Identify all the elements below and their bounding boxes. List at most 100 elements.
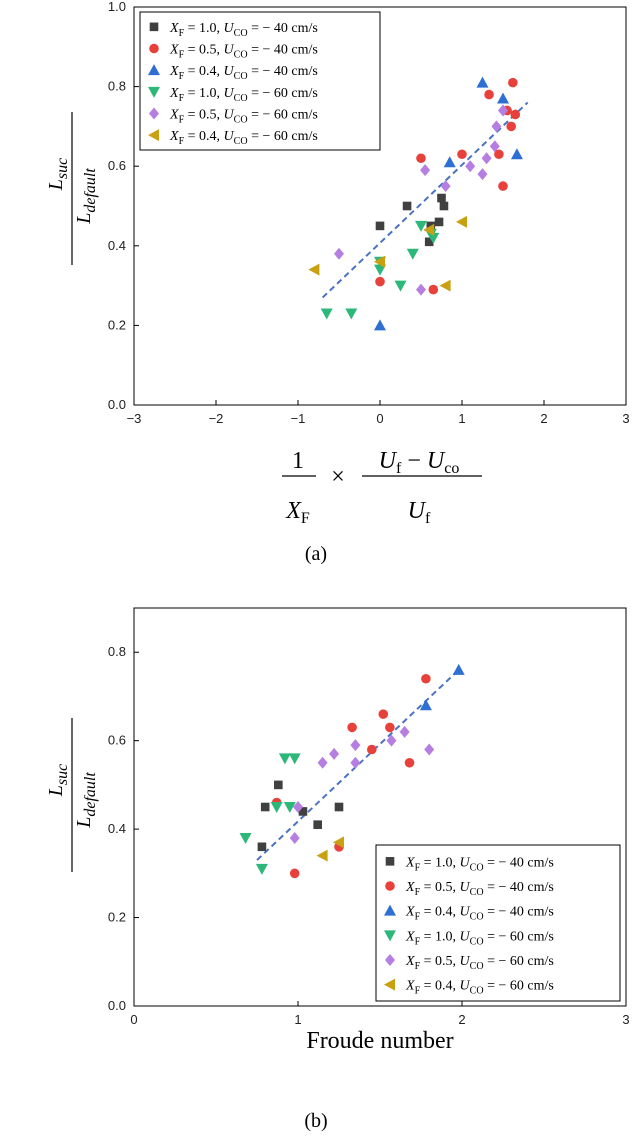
legend-box-a [139, 11, 381, 151]
data-point-b-s1 [385, 722, 395, 733]
data-point-b-s4 [399, 725, 410, 738]
svg-text:XF: XF [285, 498, 310, 527]
data-point-b-s0 [334, 802, 344, 812]
data-point-a-s2 [374, 319, 386, 331]
data-point-b-s4 [350, 739, 361, 752]
data-point-a-s0 [437, 193, 446, 203]
data-point-b-s0 [257, 842, 267, 852]
y-axis-label-a: Lsuc Ldefault [45, 112, 99, 265]
data-point-a-s4 [416, 283, 426, 296]
legend-label-b-s3: XF = 1.0, UCO = − 60 cm/s [405, 929, 554, 947]
legend-marker-b-s0 [385, 857, 395, 866]
data-point-b-s1 [378, 709, 389, 719]
data-point-b-s2 [452, 663, 465, 675]
legend-marker-a-s2 [148, 64, 160, 76]
data-point-a-s4 [481, 152, 492, 165]
legend-box-b [375, 844, 621, 1002]
data-point-a-s4 [440, 180, 451, 193]
svg-text:Ldefault: Ldefault [73, 168, 99, 225]
data-point-a-s3 [427, 232, 440, 244]
data-point-b-s4 [293, 801, 303, 813]
data-point-a-s2 [497, 92, 509, 104]
y-tick-label-a: 0.0 [108, 397, 126, 412]
data-point-a-s3 [394, 280, 407, 292]
data-point-a-s1 [416, 153, 426, 164]
data-point-b-s0 [298, 807, 308, 816]
svg-text:Uf − Uco: Uf − Uco [379, 448, 460, 477]
data-point-b-s1 [289, 868, 300, 879]
plot-area-b: 0 1 2 3 0.0 0.2 0.4 0.6 0.8 XF = 1.0, UCO = − 40 … [108, 644, 630, 1027]
legend-label-b-s0: XF = 1.0, UCO = − 40 cm/s [405, 855, 554, 873]
data-point-a-s2 [510, 148, 523, 160]
data-point-a-s3 [406, 248, 419, 260]
data-point-b-s1 [367, 744, 377, 755]
x-tick-label-b: 3 [622, 1012, 629, 1027]
panel-b: 0 1 2 3 0.0 0.2 0.4 0.6 0.8 XF = 1.0, UCO = − 40 … [45, 607, 630, 1132]
x-tick-label-b: 1 [294, 1012, 301, 1027]
data-point-a-s4 [465, 160, 476, 173]
y-axis-label-b: Lsuc Ldefault [45, 718, 99, 872]
x-axis-label-b: Froude number [306, 1028, 453, 1054]
data-point-a-s1 [484, 89, 494, 100]
data-point-a-s1 [375, 276, 385, 287]
legend-marker-a-s3 [148, 86, 160, 98]
legend-label-b-s2: XF = 0.4, UCO = − 40 cm/s [405, 905, 554, 923]
legend-label-a-s2: XF = 0.4, UCO = − 40 cm/s [169, 64, 318, 82]
data-point-a-s5 [439, 279, 451, 292]
data-point-b-s2 [419, 699, 432, 711]
data-point-b-s4 [350, 756, 361, 769]
legend-marker-b-s4 [385, 954, 395, 966]
svg-text:Ldefault: Ldefault [73, 772, 99, 829]
data-point-b-s4 [329, 747, 340, 760]
data-point-a-s5 [308, 263, 320, 276]
data-point-b-s5 [333, 836, 344, 849]
data-point-a-s0 [424, 237, 434, 247]
svg-text:×: × [331, 464, 345, 490]
legend-label-a-s1: XF = 0.5, UCO = − 40 cm/s [169, 43, 318, 61]
plot-area-a: −3 −2 −1 0 1 2 3 0.0 0.2 0.4 0.6 0.8 1.0 XF = 1.0, UC… [108, 0, 630, 426]
data-point-a-s4 [498, 104, 508, 117]
x-tick-label-a: 0 [376, 411, 383, 426]
data-point-a-s4 [491, 120, 502, 133]
panel-label-a: (a) [305, 543, 327, 565]
data-point-b-s1 [404, 757, 415, 768]
panel-label-b: (b) [304, 1110, 327, 1132]
data-point-a-s1 [508, 77, 518, 88]
y-tick-label-b: 0.8 [108, 644, 126, 659]
legend-b: XF = 1.0, UCO = − 40 cm/s XF = 0.5, UCO =… [375, 844, 621, 1002]
data-point-b-s4 [317, 756, 328, 769]
legend-label-a-s4: XF = 0.5, UCO = − 60 cm/s [169, 108, 318, 126]
data-point-b-s4 [424, 743, 435, 756]
legend-marker-a-s1 [149, 43, 159, 54]
data-point-b-s3 [283, 802, 296, 813]
data-point-a-s1 [428, 284, 439, 295]
data-point-a-s1 [510, 109, 521, 120]
data-point-a-s5 [423, 223, 435, 236]
data-point-a-s0 [434, 217, 444, 227]
data-point-a-s1 [498, 181, 508, 191]
data-point-b-s0 [313, 820, 322, 829]
data-point-b-s3 [288, 753, 301, 765]
legend-marker-a-s0 [149, 22, 159, 32]
legend-marker-b-s3 [384, 930, 396, 942]
data-point-b-s3 [270, 802, 283, 813]
data-point-b-s4 [289, 831, 300, 844]
legend-label-a-s5: XF = 0.4, UCO = − 60 cm/s [169, 129, 318, 147]
legend-label-a-s0: XF = 1.0, UCO = − 40 cm/s [169, 21, 318, 39]
legend-label-a-s3: XF = 1.0, UCO = − 60 cm/s [169, 86, 318, 104]
legend-marker-a-s4 [149, 107, 159, 120]
legend-label-b-s4: XF = 0.5, UCO = − 60 cm/s [405, 954, 554, 972]
svg-text:Lsuc: Lsuc [45, 158, 71, 191]
x-tick-label-b: 0 [130, 1012, 137, 1027]
data-point-a-s4 [334, 247, 344, 260]
data-point-b-s0 [260, 802, 270, 812]
x-tick-label-a: −2 [209, 411, 224, 426]
legend-a: XF = 1.0, UCO = − 40 cm/s XF = 0.5, UCO =… [139, 11, 381, 151]
fit-line-a [321, 101, 529, 299]
data-point-a-s3 [374, 264, 386, 276]
data-point-a-s0 [402, 201, 412, 211]
legend-marker-b-s2 [384, 904, 396, 916]
data-point-a-s1 [494, 149, 504, 160]
legend-label-b-s5: XF = 0.4, UCO = − 60 cm/s [405, 979, 554, 997]
